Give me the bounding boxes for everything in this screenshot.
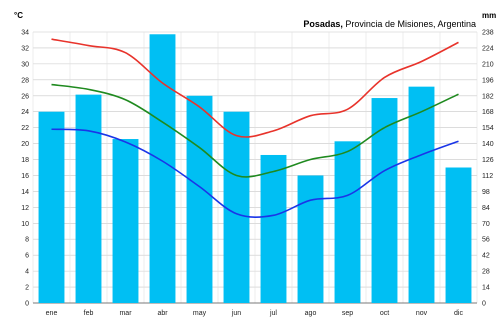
right-tick-label: 126 bbox=[482, 157, 494, 164]
right-tick-label: 98 bbox=[482, 189, 490, 196]
month-label: feb bbox=[84, 310, 94, 317]
month-label: sep bbox=[342, 310, 353, 317]
left-tick-label: 22 bbox=[21, 125, 29, 132]
left-tick-label: 30 bbox=[21, 61, 29, 68]
left-tick-label: 28 bbox=[21, 77, 29, 84]
right-tick-label: 238 bbox=[482, 30, 494, 37]
gridlines bbox=[32, 31, 478, 304]
precipitation-bar bbox=[408, 86, 435, 304]
right-tick-label: 140 bbox=[482, 141, 494, 148]
left-tick-label: 2 bbox=[25, 285, 29, 292]
month-label: may bbox=[193, 310, 207, 317]
temperature-line bbox=[51, 38, 459, 138]
left-tick-label: 10 bbox=[21, 221, 29, 228]
temperature-line bbox=[51, 83, 459, 178]
left-tick-label: 12 bbox=[21, 205, 29, 212]
left-tick-label: 8 bbox=[25, 237, 29, 244]
month-labels: ene feb mar abr may jun jul ago sep oct nov dic bbox=[46, 310, 464, 317]
temperature-lines bbox=[51, 38, 459, 218]
left-tick-label: 18 bbox=[21, 157, 29, 164]
right-tick-label: 112 bbox=[482, 173, 493, 180]
right-tick-label: 70 bbox=[482, 221, 490, 228]
left-tick-label: 6 bbox=[25, 253, 29, 260]
month-label: nov bbox=[416, 310, 428, 317]
left-tick-label: 20 bbox=[21, 141, 29, 148]
right-tick-label: 210 bbox=[482, 61, 494, 68]
left-tick-label: 26 bbox=[21, 93, 29, 100]
left-axis-unit: °C bbox=[14, 11, 23, 20]
precipitation-bar bbox=[445, 167, 472, 303]
month-label: ene bbox=[46, 310, 58, 317]
precipitation-bar bbox=[75, 94, 102, 303]
chart-title-region: Provincia de Misiones, Argentina bbox=[343, 19, 476, 29]
precipitation-bar bbox=[297, 175, 324, 303]
temperature-line bbox=[51, 128, 459, 218]
month-label: oct bbox=[380, 310, 389, 317]
chart-title: Posadas, Provincia de Misiones, Argentin… bbox=[303, 19, 476, 29]
right-tick-label: 84 bbox=[482, 205, 490, 212]
left-tick-label: 16 bbox=[21, 173, 29, 180]
precipitation-bar bbox=[260, 154, 287, 303]
month-label: mar bbox=[119, 310, 132, 317]
left-tick-label: 0 bbox=[25, 301, 29, 308]
right-tick-label: 56 bbox=[482, 237, 490, 244]
month-label: dic bbox=[454, 310, 463, 317]
right-tick-label: 168 bbox=[482, 109, 494, 116]
right-tick-label: 42 bbox=[482, 253, 490, 260]
left-tick-label: 34 bbox=[21, 30, 29, 37]
month-label: abr bbox=[157, 310, 168, 317]
precipitation-bar bbox=[38, 111, 65, 304]
right-tick-label: 196 bbox=[482, 77, 494, 84]
precipitation-bar bbox=[112, 139, 139, 303]
right-tick-label: 154 bbox=[482, 125, 494, 132]
left-tick-label: 4 bbox=[25, 269, 29, 276]
month-label: jul bbox=[269, 310, 277, 317]
right-tick-label: 0 bbox=[482, 301, 486, 308]
precipitation-bars bbox=[38, 34, 472, 304]
right-tick-label: 224 bbox=[482, 45, 494, 52]
precipitation-bar bbox=[186, 95, 213, 303]
right-tick-label: 14 bbox=[482, 285, 490, 292]
month-label: ago bbox=[305, 310, 317, 317]
precipitation-bar bbox=[334, 141, 361, 303]
left-tick-label: 14 bbox=[21, 189, 29, 196]
right-axis-ticks: 0 14 28 42 56 70 84 98 112 126 140 154 168 182 196 210 2… bbox=[482, 30, 494, 308]
right-axis-unit: mm bbox=[482, 11, 496, 20]
precipitation-bar bbox=[149, 34, 176, 303]
chart-title-city: Posadas, bbox=[303, 19, 343, 29]
right-tick-label: 182 bbox=[482, 93, 494, 100]
left-tick-label: 24 bbox=[21, 109, 29, 116]
right-tick-label: 28 bbox=[482, 269, 490, 276]
precipitation-bar bbox=[223, 111, 250, 304]
left-tick-label: 32 bbox=[21, 45, 29, 52]
precipitation-bar bbox=[371, 98, 398, 303]
month-label: jun bbox=[231, 310, 241, 317]
